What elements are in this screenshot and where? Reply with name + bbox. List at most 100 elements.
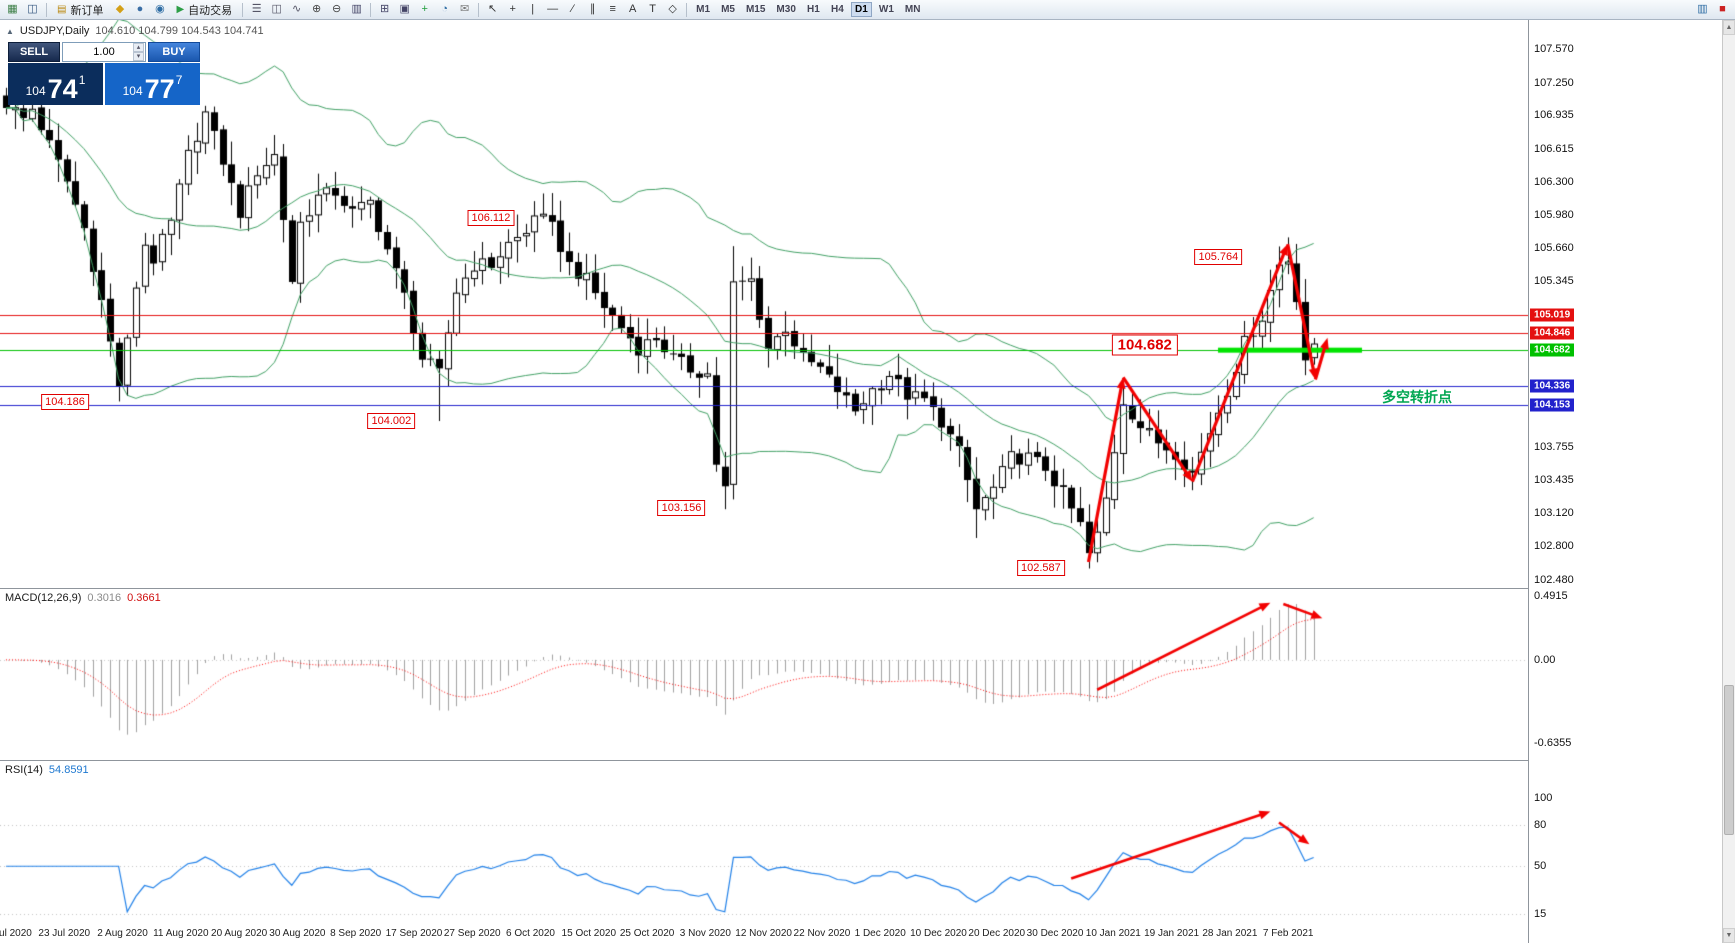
vertical-line-icon[interactable]: | — [531, 3, 535, 15]
depth-of-market-icon[interactable]: ▥ — [1697, 3, 1708, 15]
new-chart-icon[interactable]: ▦ — [7, 3, 18, 15]
pane-separator[interactable] — [0, 760, 1528, 761]
new-order-button[interactable]: ▤ 新订单 — [51, 1, 109, 19]
auto-scroll-icon[interactable]: ▥ — [351, 3, 362, 15]
timeframe-m15-button[interactable]: M15 — [745, 4, 766, 15]
crosshair-icon[interactable]: + — [509, 3, 516, 15]
price-tick: 103.755 — [1534, 440, 1574, 453]
date-label: 14 Jul 2020 — [0, 928, 32, 939]
one-click-collapse-icon[interactable]: ▲ — [6, 26, 14, 36]
volume-field[interactable]: 1.00 ▴ ▾ — [62, 42, 146, 62]
right-icons-group: ▥ ■ — [1693, 2, 1732, 18]
autotrade-button[interactable]: ▶ 自动交易 — [170, 1, 238, 19]
buy-price-pip: 7 — [175, 73, 183, 87]
timeframe-d1-button[interactable]: D1 — [850, 2, 872, 17]
price-tick: 103.435 — [1534, 474, 1574, 487]
main-toolbar: ▦ ◫ ▤ 新订单 ◆ ● ◉ ▶ 自动交易 ☰ ◫ ∿ ⊕ ⊖ ▥ ⊞ ▣ + ◔ ✉ ↖ + | — ∕ ∥… — [0, 0, 1735, 20]
line-chart-icon[interactable]: ∿ — [292, 3, 302, 15]
date-label: 23 Jul 2020 — [38, 928, 91, 939]
date-label: 20 Dec 2020 — [968, 928, 1026, 939]
price-tick: 107.570 — [1534, 43, 1574, 56]
symbol-period-label: USDJPY,Daily — [19, 25, 90, 37]
date-label: 3 Nov 2020 — [679, 928, 731, 939]
candlestick-chart-icon[interactable]: ◫ — [271, 3, 282, 15]
toolbar-separator — [46, 2, 47, 17]
price-axis[interactable]: 107.570 107.250 106.935 106.615 106.300 105.9… — [1528, 20, 1722, 943]
main-chart-canvas[interactable] — [0, 20, 1528, 588]
scrollbar-thumb[interactable] — [1724, 685, 1734, 835]
text-icon[interactable]: A — [628, 3, 637, 15]
sell-button[interactable]: SELL — [8, 42, 60, 62]
horizontal-line-icon[interactable]: — — [547, 3, 559, 15]
volume-down-icon[interactable]: ▾ — [133, 52, 144, 61]
rsi-pane-canvas[interactable] — [0, 761, 1528, 925]
file-icons-group: ▦ ◫ — [3, 2, 42, 18]
macd-pane-canvas[interactable] — [0, 589, 1528, 760]
date-label: 25 Oct 2020 — [619, 928, 675, 939]
chart-window: ▲ USDJPY,Daily 104.610 104.799 104.543 1… — [0, 20, 1528, 943]
panel-icons-group: ◆ ● ◉ — [110, 2, 169, 18]
tile-windows-icon[interactable]: ⊞ — [380, 3, 390, 15]
price-level-tag: 104.846 — [1530, 326, 1575, 340]
new-order-label: 新订单 — [70, 4, 104, 17]
toolbar-separator — [370, 2, 372, 17]
volume-up-icon[interactable]: ▴ — [133, 43, 144, 52]
timeframe-m5-button[interactable]: M5 — [721, 4, 735, 15]
chart-workspace: ▲ USDJPY,Daily 104.610 104.799 104.543 1… — [0, 20, 1735, 943]
timeframe-mn-button[interactable]: MN — [904, 4, 921, 15]
date-label: 15 Oct 2020 — [561, 928, 617, 939]
rsi-indicator-label: RSI(14) 54.8591 — [5, 764, 89, 776]
timeframe-h4-button[interactable]: H4 — [830, 4, 844, 15]
date-label: 12 Nov 2020 — [735, 928, 792, 939]
templates-icon[interactable]: ✉ — [460, 3, 470, 15]
date-label: 28 Jan 2021 — [1202, 928, 1258, 939]
date-label: 30 Dec 2020 — [1026, 928, 1084, 939]
rsi-value: 54.8591 — [48, 764, 89, 776]
rsi-tick: 50 — [1534, 860, 1547, 873]
scroll-down-button[interactable]: ▼ — [1723, 928, 1735, 943]
date-label: 17 Sep 2020 — [385, 928, 443, 939]
vertical-scrollbar[interactable]: ▲ ▼ — [1722, 20, 1735, 943]
zoom-out-icon[interactable]: ⊖ — [332, 3, 342, 15]
macd-name: MACD(12,26,9) — [5, 592, 82, 604]
sell-price[interactable]: 104 74 1 — [8, 63, 103, 105]
timeframes-group: M1 M5 M15 M30 H1 H4 D1 W1 MN — [691, 2, 925, 17]
pane-separator[interactable] — [0, 588, 1528, 589]
buy-price-prefix: 104 — [122, 84, 143, 98]
channel-icon[interactable]: ∥ — [589, 3, 596, 15]
toolbar-separator — [686, 2, 688, 17]
ohlc-values: 104.610 104.799 104.543 104.741 — [95, 25, 264, 37]
sell-price-prefix: 104 — [25, 84, 46, 98]
macd-tick: 0.4915 — [1534, 589, 1568, 602]
buy-price[interactable]: 104 77 7 — [105, 63, 200, 105]
zoom-in-icon[interactable]: ⊕ — [312, 3, 322, 15]
periods-icon[interactable]: ◔ — [441, 3, 448, 15]
fibonacci-icon[interactable]: ≡ — [609, 3, 616, 15]
market-watch-icon[interactable]: ● — [136, 3, 144, 15]
navigator-icon[interactable]: ◉ — [155, 3, 165, 15]
new-window-icon[interactable]: ▣ — [399, 3, 410, 15]
bar-chart-icon[interactable]: ☰ — [251, 3, 262, 15]
indicators-add-icon[interactable]: + — [421, 3, 428, 15]
price-tick: 102.480 — [1534, 573, 1574, 586]
price-tick: 105.980 — [1534, 208, 1574, 221]
shapes-icon[interactable]: ◇ — [668, 3, 677, 15]
timeframe-w1-button[interactable]: W1 — [878, 4, 894, 15]
trendline-icon[interactable]: ∕ — [571, 3, 574, 15]
favorites-icon[interactable]: ◆ — [115, 3, 125, 15]
timeframe-m30-button[interactable]: M30 — [776, 4, 796, 15]
timeframe-h1-button[interactable]: H1 — [806, 4, 820, 15]
chart-type-icons-group: ☰ ◫ ∿ — [247, 2, 306, 18]
macd-main-value: 0.3016 — [87, 592, 122, 604]
macd-tick: -0.6355 — [1534, 736, 1572, 749]
buy-button[interactable]: BUY — [148, 42, 200, 62]
cursor-icon[interactable]: ↖ — [488, 3, 498, 15]
text-label-icon[interactable]: T — [649, 3, 657, 15]
toolbar-separator — [242, 2, 244, 17]
date-axis[interactable]: 14 Jul 2020 23 Jul 2020 2 Aug 2020 11 Aug 2… — [0, 925, 1528, 943]
timeframe-m1-button[interactable]: M1 — [696, 4, 711, 15]
chart-profiles-icon[interactable]: ◫ — [27, 3, 38, 15]
scroll-up-button[interactable]: ▲ — [1723, 20, 1735, 35]
date-label: 22 Nov 2020 — [793, 928, 851, 939]
alert-icon[interactable]: ■ — [1719, 3, 1726, 15]
